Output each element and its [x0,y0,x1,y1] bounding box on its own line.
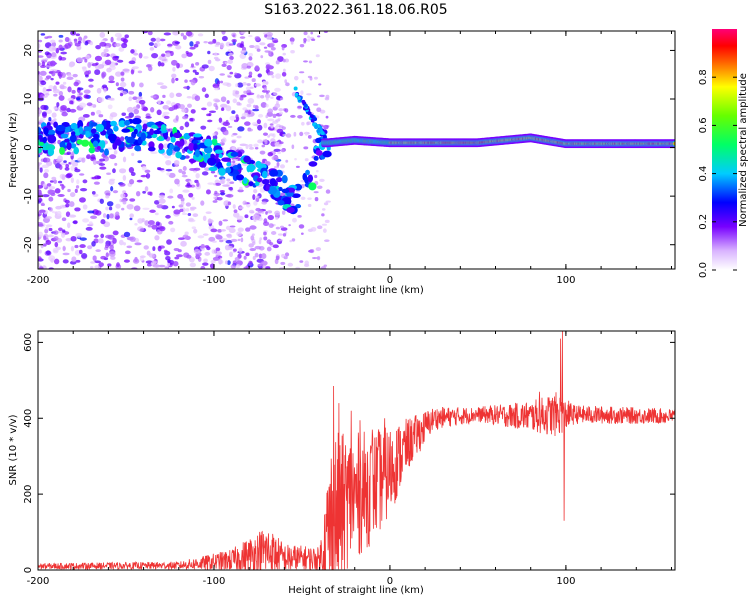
spectrogram-y-tick-2: 0 [23,144,34,150]
snr-y-label: SNR (10 * v/v) [8,414,19,485]
colorbar-tick-4: 0.8 [698,69,709,85]
snr-x-tick-1: -100 [203,576,226,587]
colorbar-ticks: 0.0 0.2 0.4 0.6 0.8 [698,69,737,278]
snr-panel: -200 -100 0 100 0 200 400 600 Height of straigh… [8,330,676,596]
spectrogram-y-tick-3: 10 [23,93,34,106]
snr-y-tick-3: 600 [23,333,34,352]
colorbar-tick-0: 0.0 [698,262,709,278]
colorbar-tick-1: 0.2 [698,214,709,230]
snr-x-tick-2: 0 [387,576,393,587]
spectrogram-x-tick-3: 100 [556,275,575,286]
snr-series-line [38,331,675,570]
spectrogram-y-tick-4: 20 [23,44,34,57]
colorbar-tick-3: 0.6 [698,117,709,133]
spectrogram-frame [37,30,676,270]
snr-frame [37,330,676,571]
spectrogram-x-label: Height of straight line (km) [288,285,424,296]
snr-x-tick-3: 100 [556,576,575,587]
spectrogram-x-tick-1: -100 [203,275,226,286]
spectrogram-y-tick-1: -10 [23,188,34,204]
spectrogram-y-tick-0: -20 [23,237,34,253]
colorbar-label: Normalized spectral amplitude [738,73,749,227]
figure-title: S163.2022.361.18.06.R05 [264,2,447,18]
colorbar [712,29,737,270]
spectrogram-x-tick-0: -200 [27,275,50,286]
snr-y-tick-2: 400 [23,409,34,428]
colorbar-tick-2: 0.4 [698,166,709,182]
snr-x-tick-0: -200 [27,576,50,587]
spectrogram-image [38,31,675,269]
snr-y-tick-1: 200 [23,485,34,504]
spectrogram-y-label: Frequency (Hz) [8,112,19,188]
snr-y-tick-0: 0 [23,567,34,573]
spectrogram-x-tick-2: 0 [387,275,393,286]
snr-x-label: Height of straight line (km) [288,585,424,596]
snr-ticks: -200 -100 0 100 0 200 400 600 [23,331,675,587]
